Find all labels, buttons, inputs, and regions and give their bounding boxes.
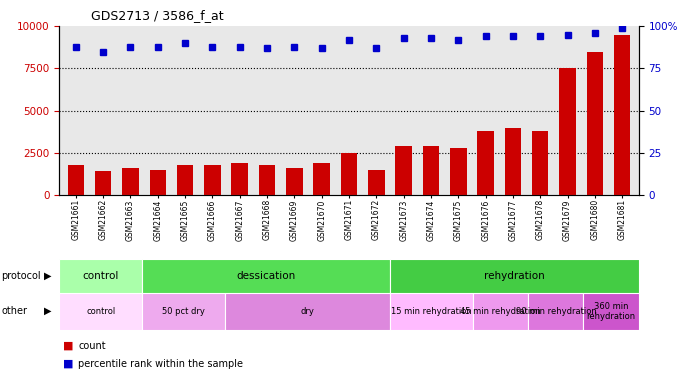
Text: 50 pct dry: 50 pct dry xyxy=(162,307,205,316)
Bar xyxy=(232,163,248,195)
Text: other: other xyxy=(1,306,27,316)
Bar xyxy=(423,146,439,195)
Bar xyxy=(450,148,466,195)
Bar xyxy=(225,292,390,330)
Bar xyxy=(142,259,390,292)
Text: dessication: dessication xyxy=(237,271,296,280)
Text: rehydration: rehydration xyxy=(484,271,545,280)
Bar xyxy=(614,35,630,195)
Bar xyxy=(149,170,166,195)
Bar xyxy=(477,131,493,195)
Bar xyxy=(528,292,584,330)
Bar xyxy=(341,153,357,195)
Bar xyxy=(532,131,549,195)
Bar xyxy=(368,170,385,195)
Bar xyxy=(313,163,330,195)
Text: control: control xyxy=(86,307,115,316)
Bar xyxy=(396,146,412,195)
Bar xyxy=(177,165,193,195)
Bar xyxy=(473,292,528,330)
Text: protocol: protocol xyxy=(1,271,41,280)
Bar xyxy=(59,259,142,292)
Text: 45 min rehydration: 45 min rehydration xyxy=(461,307,541,316)
Text: count: count xyxy=(78,341,106,351)
Text: control: control xyxy=(82,271,119,280)
Text: 90 min rehydration: 90 min rehydration xyxy=(516,307,596,316)
Text: 360 min
rehydration: 360 min rehydration xyxy=(586,302,636,321)
Bar xyxy=(505,128,521,195)
Text: ■: ■ xyxy=(63,359,73,369)
Bar xyxy=(68,165,84,195)
Text: ■: ■ xyxy=(63,341,73,351)
Bar xyxy=(390,259,639,292)
Bar xyxy=(142,292,225,330)
Bar xyxy=(259,165,275,195)
Text: GDS2713 / 3586_f_at: GDS2713 / 3586_f_at xyxy=(91,9,223,22)
Bar xyxy=(587,52,603,195)
Text: ▶: ▶ xyxy=(44,271,52,280)
Bar xyxy=(584,292,639,330)
Bar xyxy=(559,68,576,195)
Text: ▶: ▶ xyxy=(44,306,52,316)
Bar xyxy=(390,292,473,330)
Text: 15 min rehydration: 15 min rehydration xyxy=(392,307,472,316)
Bar xyxy=(122,168,139,195)
Bar xyxy=(95,171,111,195)
Bar xyxy=(286,168,302,195)
Text: percentile rank within the sample: percentile rank within the sample xyxy=(78,359,243,369)
Bar xyxy=(59,292,142,330)
Bar xyxy=(205,165,221,195)
Text: dry: dry xyxy=(301,307,315,316)
